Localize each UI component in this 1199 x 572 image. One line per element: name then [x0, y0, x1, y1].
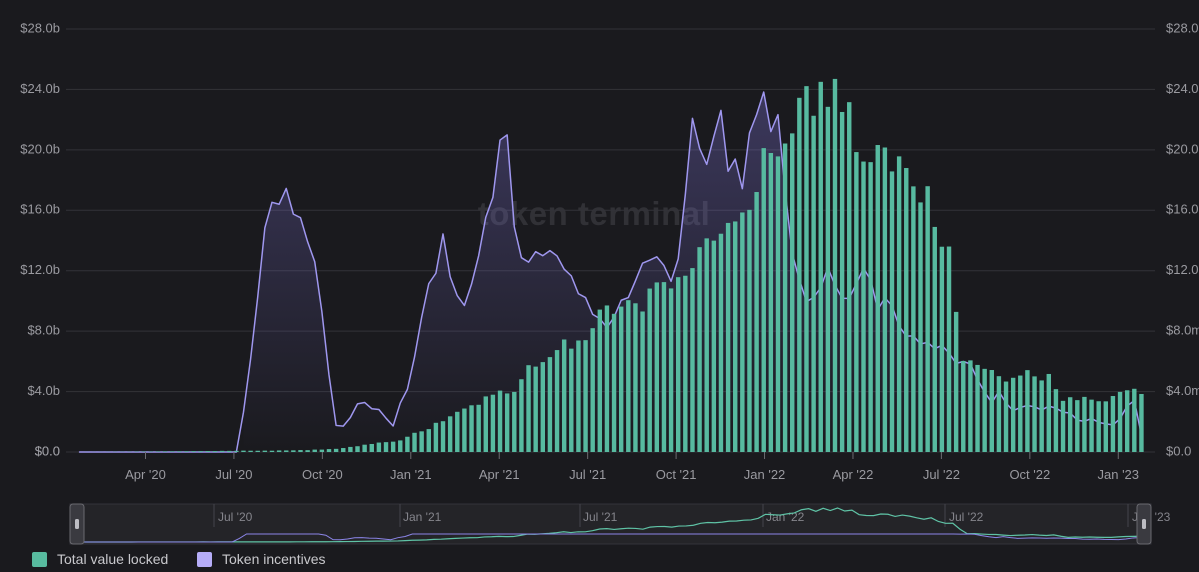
svg-text:Oct '22: Oct '22: [1009, 467, 1050, 482]
svg-text:Apr '20: Apr '20: [125, 467, 166, 482]
svg-text:Apr '22: Apr '22: [833, 467, 874, 482]
svg-text:$16.0b: $16.0b: [20, 202, 60, 217]
svg-text:$28.0bn: $28.0bn: [1166, 20, 1199, 35]
svg-text:$0.0: $0.0: [35, 443, 60, 458]
svg-text:Jan '21: Jan '21: [390, 467, 432, 482]
svg-text:Jul '20: Jul '20: [215, 467, 252, 482]
svg-text:$4.0mn: $4.0mn: [1166, 383, 1199, 398]
svg-text:Jan '22: Jan '22: [744, 467, 786, 482]
svg-text:$20.0bn: $20.0bn: [1166, 141, 1199, 156]
svg-text:$24.0bn: $24.0bn: [1166, 81, 1199, 96]
svg-text:Jul '21: Jul '21: [583, 510, 618, 524]
svg-text:Jul '20: Jul '20: [218, 510, 253, 524]
svg-text:Oct '20: Oct '20: [302, 467, 343, 482]
svg-text:Oct '21: Oct '21: [656, 467, 697, 482]
svg-text:$20.0b: $20.0b: [20, 141, 60, 156]
svg-text:$0.0: $0.0: [1166, 443, 1191, 458]
svg-text:$8.0b: $8.0b: [27, 323, 60, 338]
svg-text:Token incentives: Token incentives: [222, 551, 326, 567]
svg-text:Jul '22: Jul '22: [923, 467, 960, 482]
svg-text:$8.0mn: $8.0mn: [1166, 323, 1199, 338]
svg-text:Apr '21: Apr '21: [479, 467, 520, 482]
svg-text:$12.0b: $12.0b: [20, 262, 60, 277]
svg-text:$28.0b: $28.0b: [20, 20, 60, 35]
svg-text:Jul '21: Jul '21: [569, 467, 606, 482]
svg-text:Jan '21: Jan '21: [403, 510, 442, 524]
svg-text:Jan '22: Jan '22: [766, 510, 805, 524]
svg-text:Jul '22: Jul '22: [949, 510, 984, 524]
svg-text:Jan '23: Jan '23: [1098, 467, 1140, 482]
svg-text:$24.0b: $24.0b: [20, 81, 60, 96]
svg-text:$4.0b: $4.0b: [27, 383, 60, 398]
svg-text:$16.0bn: $16.0bn: [1166, 202, 1199, 217]
svg-text:Total value locked: Total value locked: [57, 551, 168, 567]
svg-text:$12.0bn: $12.0bn: [1166, 262, 1199, 277]
